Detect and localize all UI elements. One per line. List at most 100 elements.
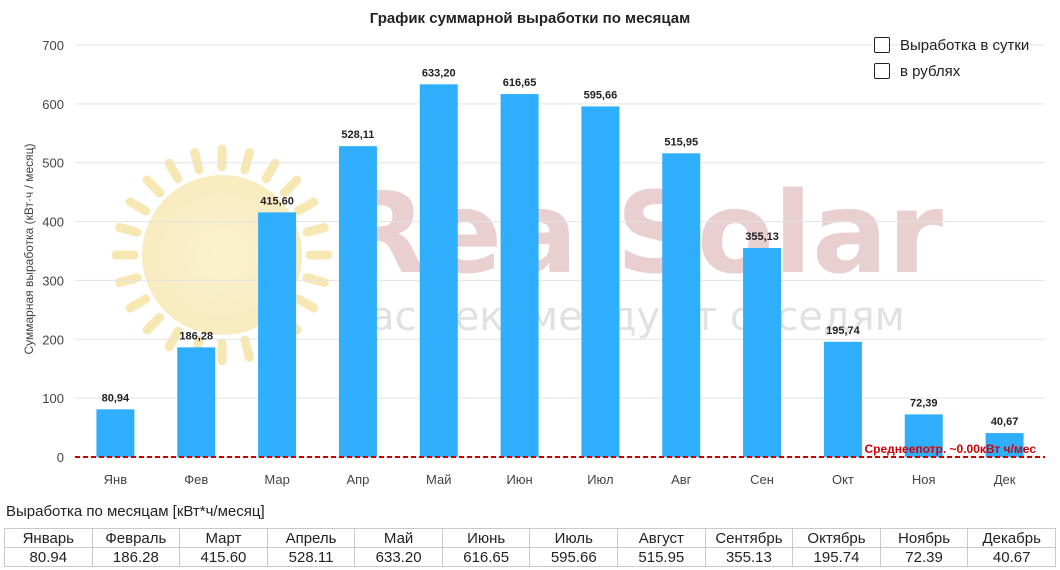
table-values-row: 80.94 186.28 415.60 528.11 633.20 616.65 595.6… bbox=[4, 547, 1056, 567]
x-tick-Май: Май bbox=[426, 472, 451, 487]
x-tick-Янв: Янв bbox=[104, 472, 128, 487]
table-value-cell: 72.39 bbox=[879, 547, 969, 567]
table-header-row: Январь Февраль Март Апрель Май Июнь Июль Август… bbox=[4, 528, 1056, 548]
checkbox-rubles[interactable] bbox=[874, 63, 890, 79]
value-labels: 80,94 186,28 415,60 528,11 633,20 616,65 595,6… bbox=[102, 67, 1019, 428]
legend: Выработка в сутки в рублях bbox=[874, 32, 1029, 84]
sun-ray bbox=[240, 148, 254, 175]
sun-ray bbox=[302, 223, 329, 237]
sun-icon bbox=[111, 144, 333, 366]
sun-ray bbox=[240, 335, 254, 362]
table-value-cell: 80.94 bbox=[4, 547, 93, 567]
x-tick-Мар: Мар bbox=[264, 472, 289, 487]
y-tick-200: 200 bbox=[42, 332, 64, 347]
table-value-cell: 355.13 bbox=[704, 547, 794, 567]
bar-Июл bbox=[581, 106, 620, 457]
y-tick-400: 400 bbox=[42, 215, 64, 230]
x-tick-Дек: Дек bbox=[994, 472, 1016, 487]
y-axis-ticks: 0 100 200 300 400 500 600 700 bbox=[42, 38, 64, 465]
table-value-cell: 40.67 bbox=[967, 547, 1056, 567]
table-header-cell: Ноябрь bbox=[879, 528, 969, 548]
y-tick-600: 600 bbox=[42, 97, 64, 112]
sun-ray bbox=[293, 197, 319, 216]
legend-label-daily: Выработка в сутки bbox=[900, 36, 1030, 54]
bar-Дек bbox=[985, 433, 1024, 457]
value-label-Дек: 40,67 bbox=[991, 416, 1019, 428]
table-header-cell: Январь bbox=[4, 528, 93, 548]
bar-Ноя bbox=[904, 414, 943, 457]
monthly-production-chart: RealSolar Нас рекомендуют соседям 010020… bbox=[22, 10, 1045, 487]
table-value-cell: 186.28 bbox=[91, 547, 181, 567]
table-value-cell: 515.95 bbox=[617, 547, 706, 567]
sun-ray bbox=[293, 294, 319, 313]
x-tick-Июл: Июл bbox=[587, 472, 613, 487]
bar-Окт bbox=[823, 341, 862, 457]
table-value-cell: 595.66 bbox=[529, 547, 619, 567]
checkbox-daily[interactable] bbox=[874, 37, 890, 53]
value-label-Ноя: 72,39 bbox=[910, 397, 938, 409]
table-header-cell: Май bbox=[354, 528, 443, 548]
y-tick-0: 0 bbox=[57, 450, 64, 465]
reference-line-label: Среднеепотр. ~0.00кВт ч/мес bbox=[865, 442, 1037, 456]
value-label-Июл: 595,66 bbox=[584, 89, 618, 101]
x-tick-Июн: Июн bbox=[506, 472, 532, 487]
table-value-cell: 195.74 bbox=[792, 547, 881, 567]
table-value-cell: 633.20 bbox=[354, 547, 443, 567]
sun-ray bbox=[115, 223, 142, 237]
bar-Мар bbox=[258, 212, 297, 457]
x-tick-Ноя: Ноя bbox=[912, 472, 936, 487]
table-value-cell: 415.60 bbox=[179, 547, 268, 567]
sun-ray bbox=[190, 148, 204, 175]
table-header-cell: Февраль bbox=[91, 528, 181, 548]
legend-label-rubles: в рублях bbox=[900, 62, 961, 80]
x-tick-Апр: Апр bbox=[346, 472, 369, 487]
table-header-cell: Декабрь bbox=[967, 528, 1056, 548]
legend-item-rubles[interactable]: в рублях bbox=[874, 58, 1029, 84]
bar-Май bbox=[419, 84, 458, 457]
bar-Июн bbox=[500, 94, 539, 457]
table-header-cell: Июнь bbox=[441, 528, 531, 548]
bar-Фев bbox=[177, 347, 216, 457]
sun-ray bbox=[261, 158, 280, 184]
x-axis-ticks: Янв Фев Мар Апр Май Июн Июл Авг Сен Окт Ноя Дек bbox=[104, 472, 1016, 487]
value-label-Янв: 80,94 bbox=[102, 392, 130, 404]
y-axis-label: Суммарная выработка (кВт·ч / месяц) bbox=[22, 143, 36, 354]
sun-ray bbox=[125, 197, 151, 216]
x-tick-Сен: Сен bbox=[750, 472, 774, 487]
value-label-Июн: 616,65 bbox=[503, 77, 537, 89]
bar-Сен bbox=[743, 247, 782, 457]
legend-item-daily[interactable]: Выработка в сутки bbox=[874, 32, 1029, 58]
table-header-cell: Апрель bbox=[266, 528, 356, 548]
value-label-Май: 633,20 bbox=[422, 67, 456, 79]
sun-ray bbox=[279, 175, 302, 198]
sun-ray bbox=[125, 294, 151, 313]
y-tick-500: 500 bbox=[42, 156, 64, 171]
table-header-cell: Октябрь bbox=[792, 528, 881, 548]
bar-Янв bbox=[96, 409, 135, 457]
x-tick-Фев: Фев bbox=[184, 472, 208, 487]
y-tick-700: 700 bbox=[42, 38, 64, 53]
value-label-Окт: 195,74 bbox=[826, 325, 861, 337]
table-header-cell: Июль bbox=[529, 528, 619, 548]
value-label-Сен: 355,13 bbox=[745, 231, 779, 243]
table-header-cell: Сентябрь bbox=[704, 528, 794, 548]
bar-Авг bbox=[662, 153, 701, 457]
monthly-table: Январь Февраль Март Апрель Май Июнь Июль Август… bbox=[4, 528, 1056, 567]
table-value-cell: 528.11 bbox=[266, 547, 356, 567]
table-header-cell: Август bbox=[617, 528, 706, 548]
value-label-Мар: 415,60 bbox=[260, 195, 294, 207]
table-header-cell: Март bbox=[179, 528, 268, 548]
bar-Апр bbox=[338, 146, 377, 457]
value-label-Фев: 186,28 bbox=[179, 330, 213, 342]
value-label-Авг: 515,95 bbox=[664, 136, 698, 148]
reference-line: Среднеепотр. ~0.00кВт ч/мес bbox=[75, 442, 1045, 458]
sun-ray bbox=[142, 175, 165, 198]
sun-ray bbox=[164, 158, 183, 184]
x-tick-Окт: Окт bbox=[832, 472, 854, 487]
y-tick-300: 300 bbox=[42, 273, 64, 288]
value-label-Апр: 528,11 bbox=[341, 129, 374, 141]
y-tick-100: 100 bbox=[42, 391, 64, 406]
bars bbox=[96, 84, 1024, 457]
x-tick-Авг: Авг bbox=[671, 472, 692, 487]
table-value-cell: 616.65 bbox=[441, 547, 531, 567]
